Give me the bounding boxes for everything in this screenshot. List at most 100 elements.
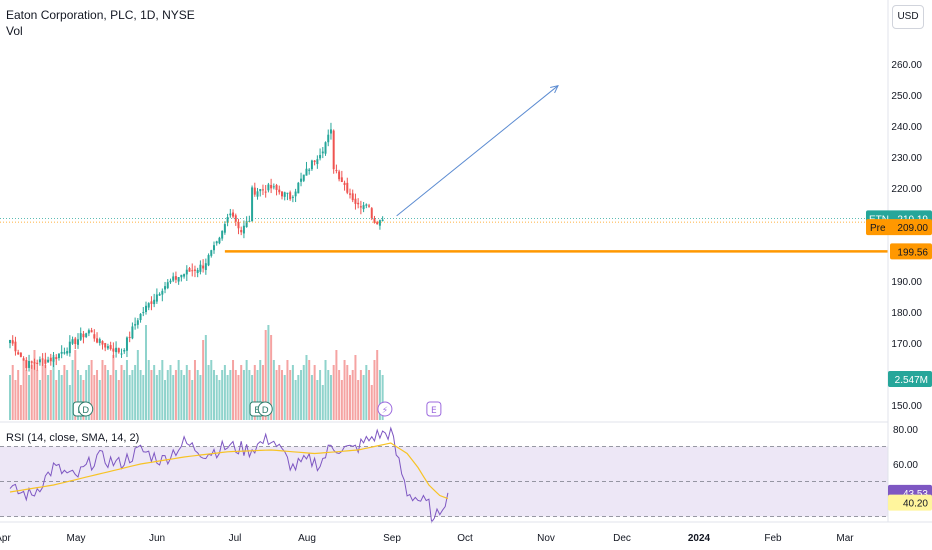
volume-bar (272, 360, 275, 420)
premarket-badge: 209.00 (866, 219, 932, 236)
time-tick-label: Jun (149, 533, 165, 544)
volume-bar (338, 370, 341, 420)
candle-body (74, 338, 77, 344)
candle-body (93, 334, 96, 339)
volume-bar (229, 370, 232, 420)
candle-body (294, 191, 297, 197)
candle-body (362, 205, 365, 210)
rsi-line (9, 426, 449, 524)
candle-body (359, 206, 362, 208)
candle-body (245, 221, 248, 228)
volume-bar (71, 360, 74, 420)
volume-bar (267, 325, 270, 420)
volume-bar (376, 350, 379, 420)
volume-bar (11, 365, 14, 420)
candle-body (147, 303, 150, 308)
event-marker-label: D (82, 406, 89, 416)
premarket-tag: Pre (870, 223, 886, 234)
volume-bar (332, 365, 335, 420)
volume-bar (128, 375, 131, 420)
candle-body (213, 245, 215, 251)
candle-body (109, 345, 112, 350)
volume-bar (221, 370, 224, 420)
price-tick-label: 180.00 (891, 308, 922, 319)
rsi-indicator-label[interactable]: RSI (14, close, SMA, 14, 2) (6, 432, 140, 444)
candle-body (139, 313, 142, 321)
time-tick-label: Jul (229, 533, 242, 544)
rsi-value-badge-text: 43.53 (903, 489, 928, 500)
volume-bar (321, 385, 324, 420)
candle-body (283, 192, 286, 197)
event-marker-label: D (262, 406, 269, 416)
candle-body (172, 276, 175, 281)
candle-body (155, 294, 158, 302)
volume-bar (57, 370, 60, 420)
volume-bar (335, 350, 338, 420)
candle-body (25, 360, 28, 369)
candle-body (49, 357, 52, 362)
volume-bar (210, 360, 213, 420)
volume-bar (305, 355, 308, 420)
candle-body (267, 184, 270, 191)
candle-body (19, 352, 22, 357)
volume-bar (193, 360, 196, 420)
candle-body (237, 221, 240, 229)
volume-bar (291, 365, 294, 420)
volume-bar (17, 370, 20, 420)
candle-body (112, 348, 115, 352)
volume-bar (365, 365, 368, 420)
candle-body (79, 333, 82, 340)
volume-bar (253, 365, 256, 420)
candle-body (60, 351, 63, 354)
volume-bar (240, 365, 243, 420)
volume-bar (125, 360, 128, 420)
candle-body (256, 191, 259, 197)
candle-body (90, 330, 93, 333)
volume-bar (381, 375, 384, 420)
volume-bar (172, 375, 175, 420)
volume-bar (14, 380, 17, 420)
event-marker-circle (377, 401, 393, 417)
event-marker-frame (78, 401, 94, 417)
candle-body (183, 274, 186, 277)
time-tick-label: Nov (537, 533, 555, 544)
volume-bar (354, 355, 357, 420)
candle-body (310, 160, 313, 170)
volume-bar (310, 375, 313, 420)
volume-bar (362, 375, 365, 420)
currency-button[interactable]: USD (892, 5, 924, 29)
candle-body (169, 280, 172, 283)
volume-bar (101, 360, 104, 420)
candle-body (134, 324, 137, 326)
event-marker-frame (426, 401, 442, 417)
volume-bar (340, 380, 343, 420)
volume-bar (33, 350, 36, 420)
candle-body (207, 255, 210, 266)
volume-label: Vol (6, 24, 23, 38)
volume-bar (36, 370, 39, 420)
event-marker-label: E (431, 406, 437, 416)
time-tick-label: Aug (298, 533, 316, 544)
candle-body (136, 320, 139, 325)
volume-bar (199, 375, 202, 420)
volume-bar (139, 370, 142, 420)
volume-bar (9, 375, 11, 420)
candle-body (340, 177, 343, 183)
candle-body (199, 264, 202, 272)
candle-body (221, 230, 224, 239)
candle-body (180, 274, 183, 278)
event-marker-label: ⚡ (382, 406, 388, 416)
candle-body (370, 208, 373, 219)
volume-bar (283, 375, 286, 420)
volume-bar (77, 370, 79, 420)
volume-bar (196, 370, 199, 420)
candle-body (232, 212, 235, 217)
candle-body (351, 193, 354, 201)
volume-bar (248, 370, 251, 420)
candle-body (150, 301, 153, 304)
candle-body (357, 202, 360, 205)
rsi-ma-badge: 40.20 (888, 494, 932, 511)
volume-bar (66, 370, 69, 420)
volume-bar (324, 360, 327, 420)
